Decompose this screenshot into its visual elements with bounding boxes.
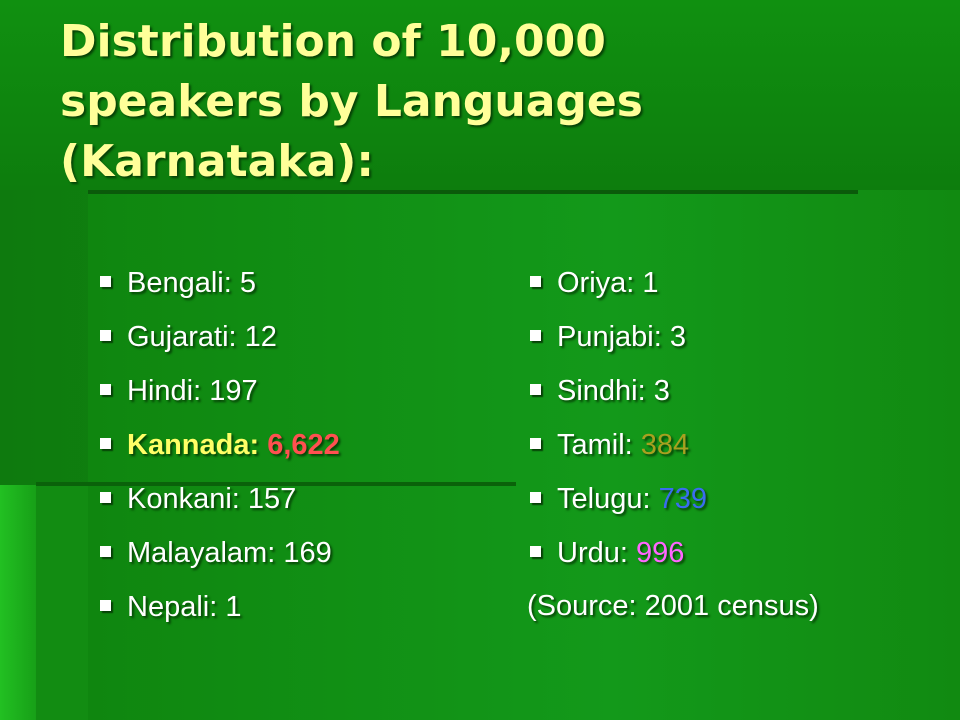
bullet bbox=[530, 383, 541, 395]
speaker-count: 1 bbox=[642, 267, 659, 299]
list-item: Gujarati: 12 bbox=[100, 320, 277, 354]
language-name: Malayalam: bbox=[127, 537, 276, 569]
bullet bbox=[530, 491, 541, 503]
decor-strip bbox=[0, 0, 960, 190]
language-name: Telugu: bbox=[557, 483, 651, 515]
list-item: Hindi: 197 bbox=[100, 374, 258, 408]
speaker-count: 996 bbox=[635, 537, 685, 569]
language-name: Kannada: bbox=[127, 429, 260, 461]
bullet bbox=[530, 545, 541, 557]
list-item: Sindhi: 3 bbox=[530, 374, 670, 408]
speaker-count: 3 bbox=[653, 375, 670, 407]
list-item: Malayalam: 169 bbox=[100, 536, 332, 570]
speaker-count: 157 bbox=[247, 483, 297, 515]
decor-line bbox=[36, 482, 516, 486]
bullet bbox=[100, 545, 111, 557]
source-note: (Source: 2001 census) bbox=[527, 590, 819, 622]
list-item: Tamil: 384 bbox=[530, 428, 689, 462]
language-name: Punjabi: bbox=[557, 321, 662, 353]
bullet bbox=[530, 437, 541, 449]
language-name: Nepali: bbox=[127, 591, 218, 623]
speaker-count: 197 bbox=[209, 375, 258, 407]
language-name: Sindhi: bbox=[557, 375, 646, 407]
language-name: Tamil: bbox=[557, 429, 633, 461]
language-name: Konkani: bbox=[127, 483, 240, 515]
bullet bbox=[100, 329, 111, 341]
list-item: Urdu: 996 bbox=[530, 536, 684, 570]
bullet bbox=[530, 329, 541, 341]
list-item: Bengali: 5 bbox=[100, 266, 256, 300]
speaker-count: 739 bbox=[658, 483, 707, 515]
list-item: Kannada: 6,622 bbox=[100, 428, 340, 462]
decor-strip bbox=[36, 485, 88, 720]
speaker-count: 169 bbox=[283, 537, 332, 569]
language-name: Oriya: bbox=[557, 267, 635, 299]
list-item: Telugu: 739 bbox=[530, 482, 707, 516]
list-item: Konkani: 157 bbox=[100, 482, 296, 516]
list-item: Oriya: 1 bbox=[530, 266, 659, 300]
language-name: Bengali: bbox=[127, 267, 232, 299]
slide-title: Distribution of 10,000 speakers by Langu… bbox=[60, 16, 643, 187]
bullet bbox=[100, 599, 111, 611]
bullet bbox=[530, 275, 541, 287]
bullet bbox=[100, 437, 111, 449]
speaker-count: 6,622 bbox=[267, 429, 340, 461]
decor-line bbox=[88, 190, 858, 194]
speaker-count: 384 bbox=[640, 429, 690, 461]
bullet bbox=[100, 383, 111, 395]
language-name: Gujarati: bbox=[127, 321, 237, 353]
list-item: Nepali: 1 bbox=[100, 590, 241, 624]
decor-strip bbox=[0, 485, 36, 720]
list-item: Punjabi: 3 bbox=[530, 320, 686, 354]
bullet bbox=[100, 491, 111, 503]
speaker-count: 5 bbox=[239, 267, 257, 299]
speaker-count: 3 bbox=[669, 321, 687, 353]
speaker-count: 12 bbox=[244, 321, 277, 353]
decor-strip bbox=[88, 190, 960, 720]
language-name: Hindi: bbox=[127, 375, 202, 407]
language-name: Urdu: bbox=[557, 537, 628, 569]
speaker-count: 1 bbox=[225, 591, 242, 623]
bullet bbox=[100, 275, 111, 287]
